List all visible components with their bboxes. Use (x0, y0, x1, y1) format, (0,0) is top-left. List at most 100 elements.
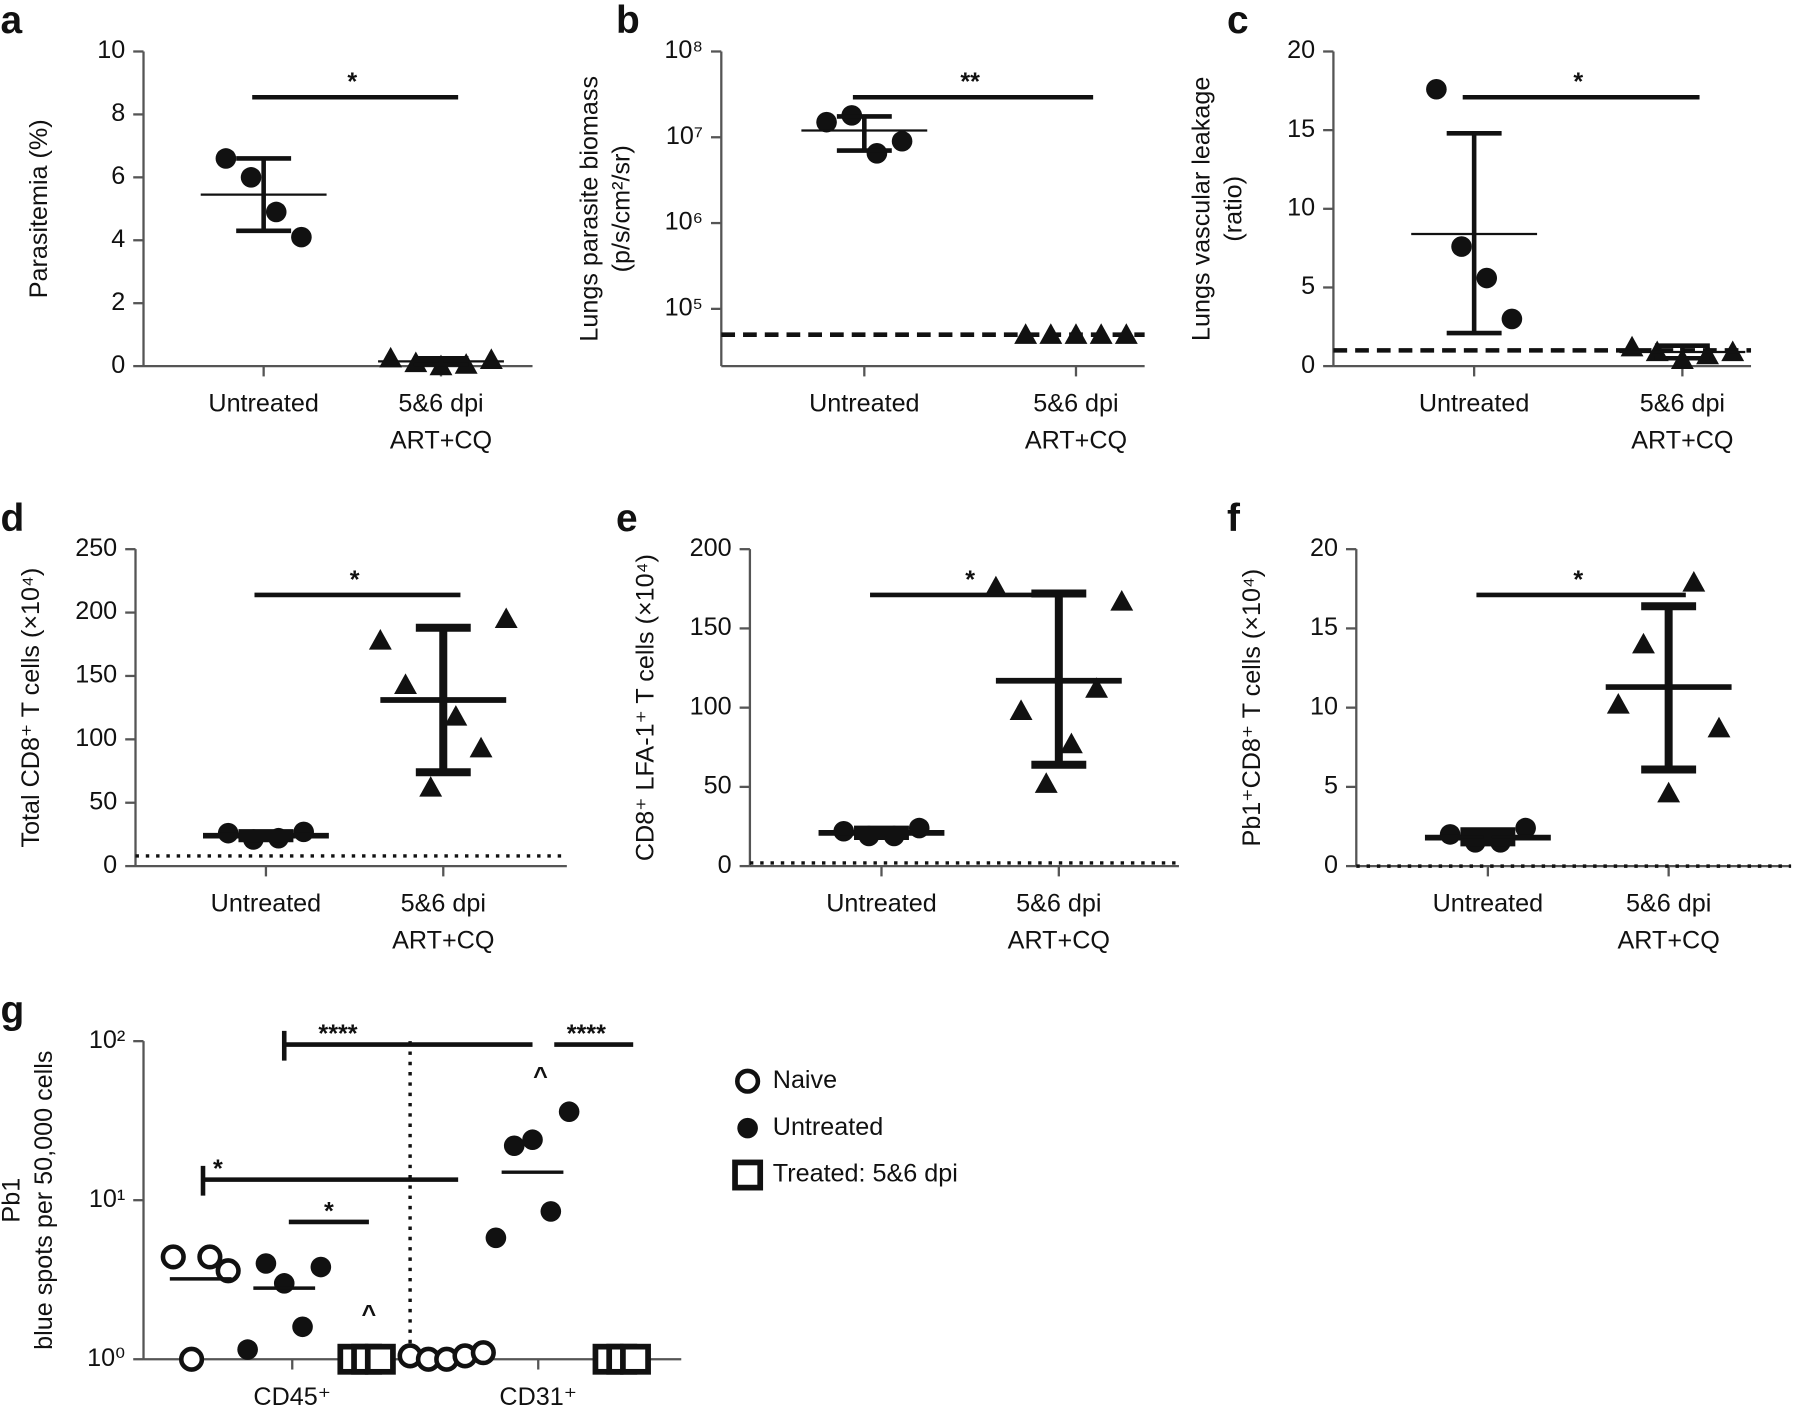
panel-label: g (0, 989, 24, 1032)
y-axis-label: (ratio) (1220, 176, 1248, 242)
error-bar (1031, 589, 1087, 769)
x-tick-label: Untreated (1433, 890, 1543, 918)
point (1059, 732, 1083, 754)
x-tick-label: ART+CQ (390, 426, 492, 454)
y-tick-label: 200 (690, 534, 732, 562)
y-tick-label: 200 (75, 597, 117, 625)
error-bar (415, 623, 471, 777)
y-tick-label: 10⁸ (664, 36, 703, 64)
point (470, 1340, 496, 1366)
y-tick-label: 100 (75, 724, 117, 752)
x-tick-label: Untreated (1419, 390, 1529, 418)
panel-label: f (1227, 497, 1241, 540)
point (368, 629, 392, 650)
point (1426, 78, 1447, 100)
point (1014, 323, 1038, 344)
significance-label: * (1573, 68, 1583, 96)
point (1657, 781, 1681, 803)
significance-label: * (324, 1197, 334, 1225)
point (816, 111, 837, 133)
legend-label: Naive (773, 1066, 837, 1094)
significance-label: * (350, 566, 360, 594)
point (1606, 693, 1630, 714)
point (310, 1256, 332, 1278)
point (215, 1258, 241, 1284)
point (240, 167, 262, 188)
y-tick-label: 0 (1324, 851, 1338, 879)
panel-c: c 0 5 10 15 20 Lungs vascular leakage (ratio) Un… (1188, 0, 1752, 454)
error-bar (1641, 602, 1697, 774)
point (1632, 632, 1655, 654)
y-tick-label: 50 (704, 772, 732, 800)
x-tick-label: 5&6 dpi (1033, 390, 1118, 418)
point (1039, 323, 1063, 344)
y-axis-label: Lungs parasite biomass (576, 76, 604, 342)
point (558, 1101, 580, 1123)
x-tick-label: Untreated (208, 390, 318, 418)
point (1110, 590, 1134, 611)
error-bar (413, 355, 469, 367)
point (1114, 323, 1138, 344)
point (291, 226, 312, 248)
legend-marker (732, 1159, 764, 1191)
panel-label: a (0, 0, 22, 42)
y-axis-label: blue spots per 50,000 cells (30, 1051, 58, 1350)
x-tick-label: 5&6 dpi (1016, 890, 1101, 918)
point (292, 1316, 313, 1338)
significance-label: **** (318, 1020, 357, 1048)
point (1085, 677, 1109, 698)
panel-d: d 0 50 100 150 200 250 Total CD8⁺ T cells (×10⁴… (0, 497, 567, 954)
y-tick-label: 0 (718, 851, 732, 879)
error-bar (836, 114, 892, 153)
error-bar (236, 156, 292, 234)
legend-label: Untreated (773, 1113, 883, 1141)
point (1089, 323, 1113, 344)
y-axis-label: CD8⁺ LFA-1⁺ T cells (×10⁴) (632, 554, 660, 861)
significance-label: * (347, 68, 357, 96)
error-bar (1446, 131, 1502, 336)
significance-label: **** (567, 1020, 606, 1048)
panel-label: e (616, 497, 638, 540)
point (1707, 716, 1731, 738)
y-tick-label: 20 (1287, 36, 1315, 64)
point (1515, 817, 1536, 839)
point (485, 1227, 507, 1249)
point (479, 348, 503, 369)
x-tick-label: ART+CQ (392, 926, 494, 954)
x-tick-label: ART+CQ (1025, 426, 1127, 454)
point (866, 143, 888, 164)
point (494, 607, 518, 629)
point (1009, 699, 1033, 720)
x-tick-label: ART+CQ (1617, 926, 1719, 954)
y-tick-label: 8 (111, 99, 125, 127)
point (522, 1129, 543, 1151)
y-tick-label: 150 (75, 661, 117, 689)
x-tick-label: 5&6 dpi (1626, 890, 1711, 918)
legend-label: Treated: 5&6 dpi (773, 1160, 958, 1188)
y-tick-label: 0 (103, 851, 117, 879)
y-axis-label: Lungs vascular leakage (1188, 77, 1216, 341)
error-bar (1460, 827, 1516, 847)
point (1064, 323, 1088, 344)
x-tick-label: ART+CQ (1008, 926, 1110, 954)
panel-g: g 10⁰ 10¹ 10² Pb1 blue spots per 50,000 cells… (0, 989, 958, 1405)
y-tick-label: 50 (89, 787, 117, 815)
legend-marker (735, 1068, 761, 1094)
point (540, 1201, 562, 1222)
point (1439, 824, 1461, 845)
point (197, 1244, 223, 1270)
legend-marker (737, 1117, 758, 1139)
y-tick-label: 5 (1324, 772, 1338, 800)
y-axis-label: Pb1⁺CD8⁺ T cells (×10⁴) (1238, 569, 1266, 847)
y-axis-label: Pb1 (0, 1178, 26, 1223)
note: ^ (362, 1300, 377, 1328)
point (1476, 267, 1498, 289)
y-axis-label: Parasitemia (%) (25, 119, 53, 298)
point (394, 673, 417, 694)
point (178, 1346, 205, 1372)
x-tick-label: 5&6 dpi (401, 890, 486, 918)
error-bar (1654, 343, 1710, 361)
point (1682, 571, 1706, 592)
point (1620, 335, 1644, 357)
